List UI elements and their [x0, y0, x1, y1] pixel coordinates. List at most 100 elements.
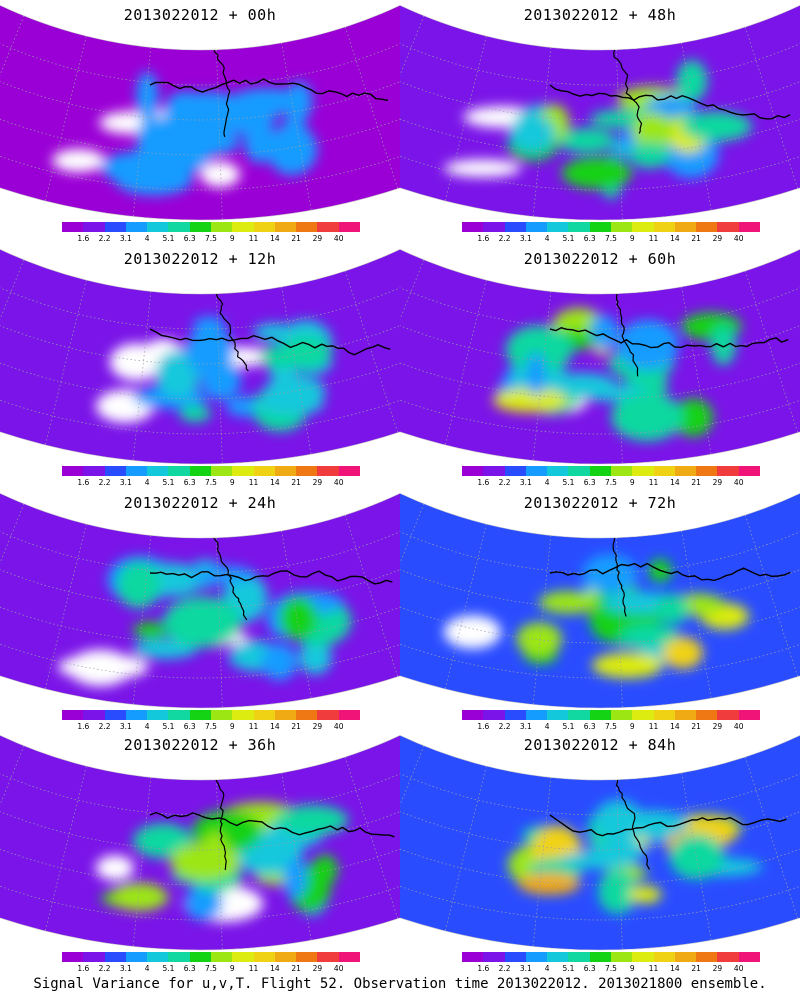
colorbar-ticks: 1.6 2.2 3.1 4 5.1 6.3 7.5 9 11 14 21 29 40	[52, 722, 370, 732]
colorbar-tick-label: 5.1	[562, 234, 575, 243]
colorbar-swatch	[253, 952, 275, 962]
colorbar-tick-label: 14	[670, 478, 680, 487]
colorbar-swatch	[296, 710, 318, 720]
colorbar-swatch	[274, 952, 297, 962]
colorbar-swatch	[738, 710, 760, 720]
colorbar-tick-label: 6.3	[183, 964, 196, 973]
colorbar-swatch	[674, 222, 697, 232]
colorbar-swatch	[547, 710, 569, 720]
colorbar-swatch	[274, 222, 297, 232]
colorbar-swatch	[147, 710, 169, 720]
colorbar-swatch	[525, 222, 548, 232]
colorbar-swatch	[210, 466, 233, 476]
colorbar-tick-label: 6.3	[183, 478, 196, 487]
colorbar-tick-label: 6.3	[583, 964, 596, 973]
colorbar-swatch	[610, 466, 633, 476]
colorbar-tick-label: 1.6	[77, 478, 90, 487]
colorbar-swatch	[83, 952, 105, 962]
colorbar-tick-label: 2.2	[498, 478, 511, 487]
colorbar-swatch	[296, 222, 318, 232]
colorbar-tick-label: 21	[291, 964, 301, 973]
colorbar-tick-label: 9	[629, 964, 635, 973]
colorbar-swatch	[589, 710, 611, 720]
colorbar-swatch	[674, 710, 697, 720]
colorbar-tick-label: 21	[691, 478, 701, 487]
colorbar-tick-label: 1.6	[77, 722, 90, 731]
colorbar-tick-label: 6.3	[183, 234, 196, 243]
colorbar-swatch	[317, 952, 339, 962]
colorbar-swatch	[147, 952, 169, 962]
colorbar-tick-label: 4	[144, 234, 150, 243]
colorbar-tick-label: 40	[733, 478, 744, 487]
colorbar-tick-label: 9	[229, 478, 235, 487]
panel-title: 2013022012 + 24h	[123, 494, 277, 512]
colorbar-tick-label: 29	[712, 234, 723, 243]
variance-map	[0, 730, 400, 951]
colorbar-tick-label: 1.6	[477, 234, 490, 243]
colorbar-swatch	[189, 952, 211, 962]
variance-map	[0, 488, 400, 709]
colorbar-tick-label: 5.1	[162, 478, 175, 487]
colorbar-tick-label: 2.2	[498, 964, 511, 973]
colorbar-swatch	[589, 466, 611, 476]
colorbar-tick-label: 14	[270, 964, 280, 973]
colorbar-swatch	[589, 222, 611, 232]
map-panel: 2013022012 + 36h 1.6 2.2 3.1 4 5.1 6.3 7.5 9 11 14…	[0, 730, 400, 973]
panel-title: 2013022012 + 72h	[523, 494, 677, 512]
colorbar-swatch	[483, 952, 505, 962]
colorbar-tick-label: 3.1	[519, 722, 532, 731]
colorbar-ticks: 1.6 2.2 3.1 4 5.1 6.3 7.5 9 11 14 21 29 40	[452, 478, 770, 488]
colorbar-swatch	[168, 952, 190, 962]
colorbar-swatch	[547, 222, 569, 232]
colorbar-tick-label: 9	[629, 234, 635, 243]
colorbar-tick-label: 4	[544, 234, 550, 243]
variance-map	[0, 0, 400, 221]
colorbar-tick-label: 21	[691, 234, 701, 243]
colorbar-swatch	[83, 710, 105, 720]
panel-title: 2013022012 + 36h	[123, 736, 277, 754]
colorbar-tick-label: 4	[144, 722, 150, 731]
colorbar-tick-label: 11	[248, 722, 259, 731]
colorbar-swatch	[147, 466, 169, 476]
colorbar-swatch	[568, 710, 590, 720]
colorbar-tick-label: 9	[229, 722, 235, 731]
colorbar-swatch	[738, 466, 760, 476]
colorbar-tick-label: 29	[712, 478, 723, 487]
colorbar-swatch	[296, 466, 318, 476]
map-panel: 2013022012 + 72h 1.6 2.2 3.1 4 5.1 6.3 7.5 9 11 14…	[400, 488, 800, 731]
colorbar-swatch	[547, 952, 569, 962]
colorbar-tick-label: 29	[312, 964, 323, 973]
colorbar-tick-label: 4	[544, 964, 550, 973]
colorbar-swatch	[168, 466, 190, 476]
colorbar-tick-label: 21	[291, 234, 301, 243]
colorbar-ticks: 1.6 2.2 3.1 4 5.1 6.3 7.5 9 11 14 21 29 40	[452, 722, 770, 732]
colorbar-tick-label: 14	[670, 964, 680, 973]
colorbar-tick-label: 7.5	[205, 478, 217, 487]
colorbar-swatch	[568, 952, 590, 962]
colorbar-swatch	[610, 710, 633, 720]
colorbar-swatch	[189, 710, 211, 720]
colorbar-ticks: 1.6 2.2 3.1 4 5.1 6.3 7.5 9 11 14 21 29 40	[52, 478, 370, 488]
colorbar-tick-label: 29	[312, 478, 323, 487]
colorbar-tick-label: 9	[629, 722, 635, 731]
colorbar	[462, 710, 760, 720]
colorbar-swatch	[696, 952, 718, 962]
colorbar-swatch	[632, 222, 654, 232]
colorbar-swatch	[696, 222, 718, 232]
colorbar	[462, 222, 760, 232]
colorbar-swatch	[483, 466, 505, 476]
colorbar-tick-label: 5.1	[162, 722, 175, 731]
colorbar-swatch	[338, 710, 360, 720]
colorbar-ticks: 1.6 2.2 3.1 4 5.1 6.3 7.5 9 11 14 21 29 40	[452, 964, 770, 974]
colorbar-swatch	[338, 466, 360, 476]
colorbar-swatch	[568, 222, 590, 232]
colorbar-swatch	[738, 952, 760, 962]
colorbar-tick-label: 11	[248, 478, 259, 487]
colorbar-swatch	[674, 952, 697, 962]
colorbar-swatch	[462, 952, 484, 962]
map-panel: 2013022012 + 48h 1.6 2.2 3.1 4 5.1 6.3 7.5 9 11 14…	[400, 0, 800, 243]
colorbar-tick-label: 11	[648, 722, 659, 731]
colorbar-tick-label: 14	[270, 722, 280, 731]
colorbar-swatch	[504, 710, 526, 720]
colorbar-tick-label: 1.6	[77, 234, 90, 243]
